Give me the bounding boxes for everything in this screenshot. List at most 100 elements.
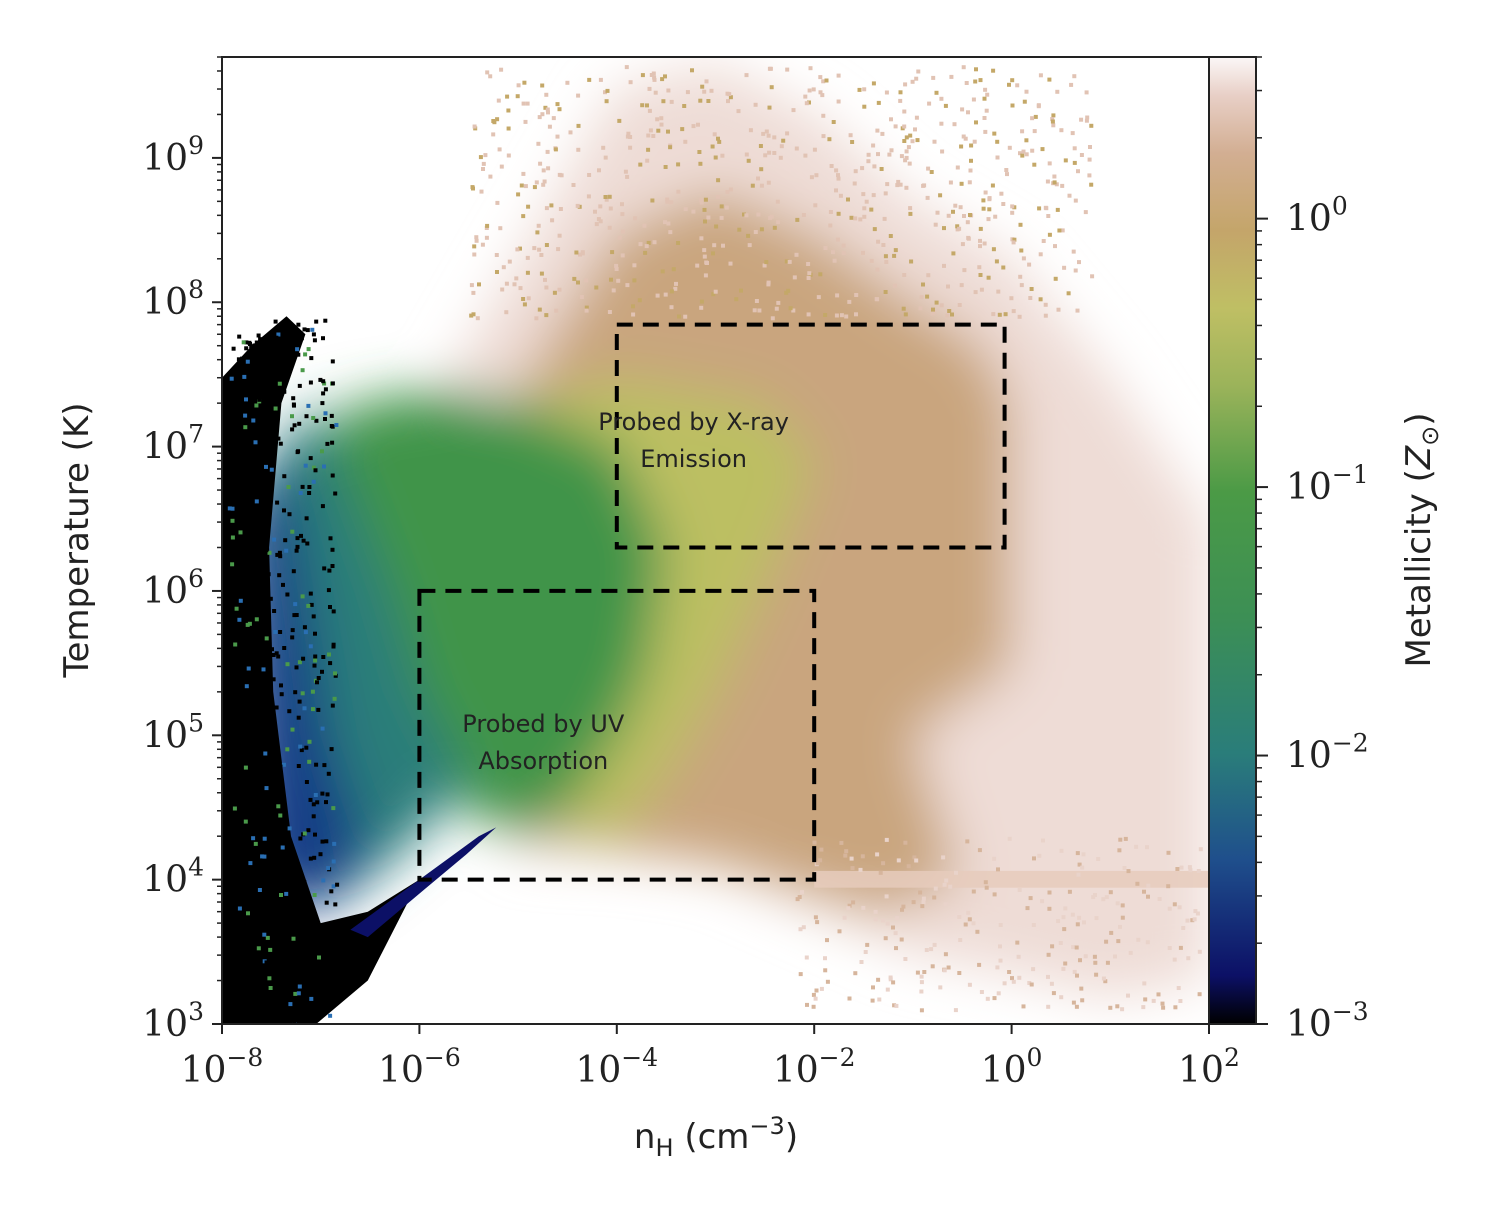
- heat-speckle: [991, 247, 996, 252]
- heat-speckle: [748, 128, 753, 133]
- heat-speckle: [272, 537, 277, 542]
- heat-speckle: [330, 473, 335, 478]
- heat-speckle: [818, 75, 823, 80]
- heat-speckle: [898, 182, 903, 187]
- heat-speckle: [264, 940, 269, 945]
- heat-speckle: [280, 845, 285, 850]
- heat-speckle: [713, 289, 718, 294]
- heat-speckle: [1072, 74, 1077, 79]
- heat-speckle: [756, 176, 760, 181]
- heat-speckle: [274, 705, 279, 710]
- heat-speckle: [637, 298, 642, 303]
- heat-speckle: [314, 762, 319, 767]
- heat-speckle: [1072, 146, 1077, 151]
- heat-speckle: [1020, 153, 1025, 158]
- heat-speckle: [235, 459, 240, 464]
- heat-speckle: [712, 243, 717, 248]
- heat-speckle: [1142, 889, 1146, 894]
- heat-speckle: [333, 902, 338, 907]
- heat-speckle: [543, 105, 548, 110]
- heat-speckle: [791, 308, 796, 313]
- heat-speckle: [648, 128, 653, 133]
- heat-speckle: [747, 243, 752, 248]
- heat-speckle: [921, 900, 926, 905]
- heat-speckle: [296, 322, 301, 327]
- heat-speckle: [278, 813, 283, 818]
- heat-speckle: [512, 282, 517, 287]
- heat-speckle: [908, 206, 913, 211]
- heat-speckle: [293, 991, 298, 996]
- heat-speckle: [898, 98, 903, 103]
- heat-speckle: [998, 923, 1003, 927]
- heat-speckle: [865, 942, 870, 947]
- heat-speckle: [651, 71, 656, 76]
- heat-speckle: [319, 990, 324, 995]
- heat-speckle: [979, 287, 984, 292]
- heat-speckle: [296, 879, 301, 884]
- heat-speckle: [320, 791, 325, 796]
- colorbar-tick-label: 10−2: [1286, 729, 1369, 777]
- heat-speckle: [280, 826, 285, 831]
- heat-speckle: [895, 916, 900, 921]
- heat-speckle: [1192, 917, 1197, 922]
- heat-speckle: [244, 397, 248, 402]
- heat-speckle: [320, 401, 325, 406]
- heat-speckle: [655, 293, 660, 298]
- heat-speckle: [1038, 252, 1043, 257]
- heat-speckle: [507, 259, 512, 264]
- heat-speckle: [884, 837, 889, 842]
- heat-speckle: [326, 960, 331, 965]
- heat-speckle: [875, 128, 880, 133]
- heat-speckle: [576, 123, 581, 128]
- heat-speckle: [286, 485, 291, 489]
- heat-speckle: [642, 223, 647, 228]
- heat-speckle: [544, 285, 549, 290]
- heat-speckle: [807, 100, 811, 105]
- heat-speckle: [231, 722, 236, 727]
- heat-speckle: [288, 931, 293, 936]
- heat-speckle: [971, 97, 976, 102]
- heat-speckle: [532, 185, 537, 190]
- heat-speckle: [234, 606, 239, 611]
- heat-speckle: [254, 834, 259, 839]
- heat-speckle: [879, 167, 884, 171]
- heat-speckle: [665, 197, 670, 202]
- heat-speckle: [243, 939, 248, 943]
- heat-speckle: [870, 998, 875, 1003]
- heat-speckle: [326, 588, 331, 593]
- heat-speckle: [974, 67, 978, 72]
- heat-speckle: [860, 166, 865, 171]
- heat-speckle: [324, 839, 329, 844]
- heat-speckle: [1017, 888, 1022, 892]
- heat-speckle: [891, 925, 895, 930]
- heat-speckle: [948, 180, 953, 185]
- heat-speckle: [1050, 119, 1055, 124]
- heat-speckle: [724, 205, 729, 210]
- heat-speckle: [295, 536, 300, 541]
- heat-speckle: [1080, 865, 1085, 870]
- heat-speckle: [853, 169, 858, 174]
- heat-speckle: [942, 226, 946, 231]
- heat-speckle: [262, 927, 267, 932]
- heat-speckle: [472, 252, 477, 257]
- heat-speckle: [481, 161, 486, 166]
- heat-speckle: [815, 861, 820, 866]
- heat-speckle: [858, 867, 863, 872]
- heat-speckle: [304, 414, 309, 419]
- heat-speckle: [652, 240, 657, 245]
- colorbar-ticks: 10−3 10−2 10−1 100: [1256, 56, 1369, 1045]
- heat-speckle: [515, 247, 520, 252]
- heat-speckle: [854, 293, 859, 297]
- heat-speckle: [959, 283, 964, 288]
- heat-speckle: [1069, 82, 1074, 87]
- heat-speckle: [946, 284, 950, 289]
- heat-speckle: [474, 235, 479, 240]
- heat-speckle: [739, 288, 743, 293]
- heat-speckle: [811, 87, 816, 92]
- heat-speckle: [282, 508, 286, 513]
- heat-speckle: [1056, 307, 1061, 312]
- heat-speckle: [646, 240, 651, 245]
- heat-speckle: [1101, 976, 1106, 981]
- heat-speckle: [232, 389, 236, 394]
- heat-speckle: [230, 506, 235, 511]
